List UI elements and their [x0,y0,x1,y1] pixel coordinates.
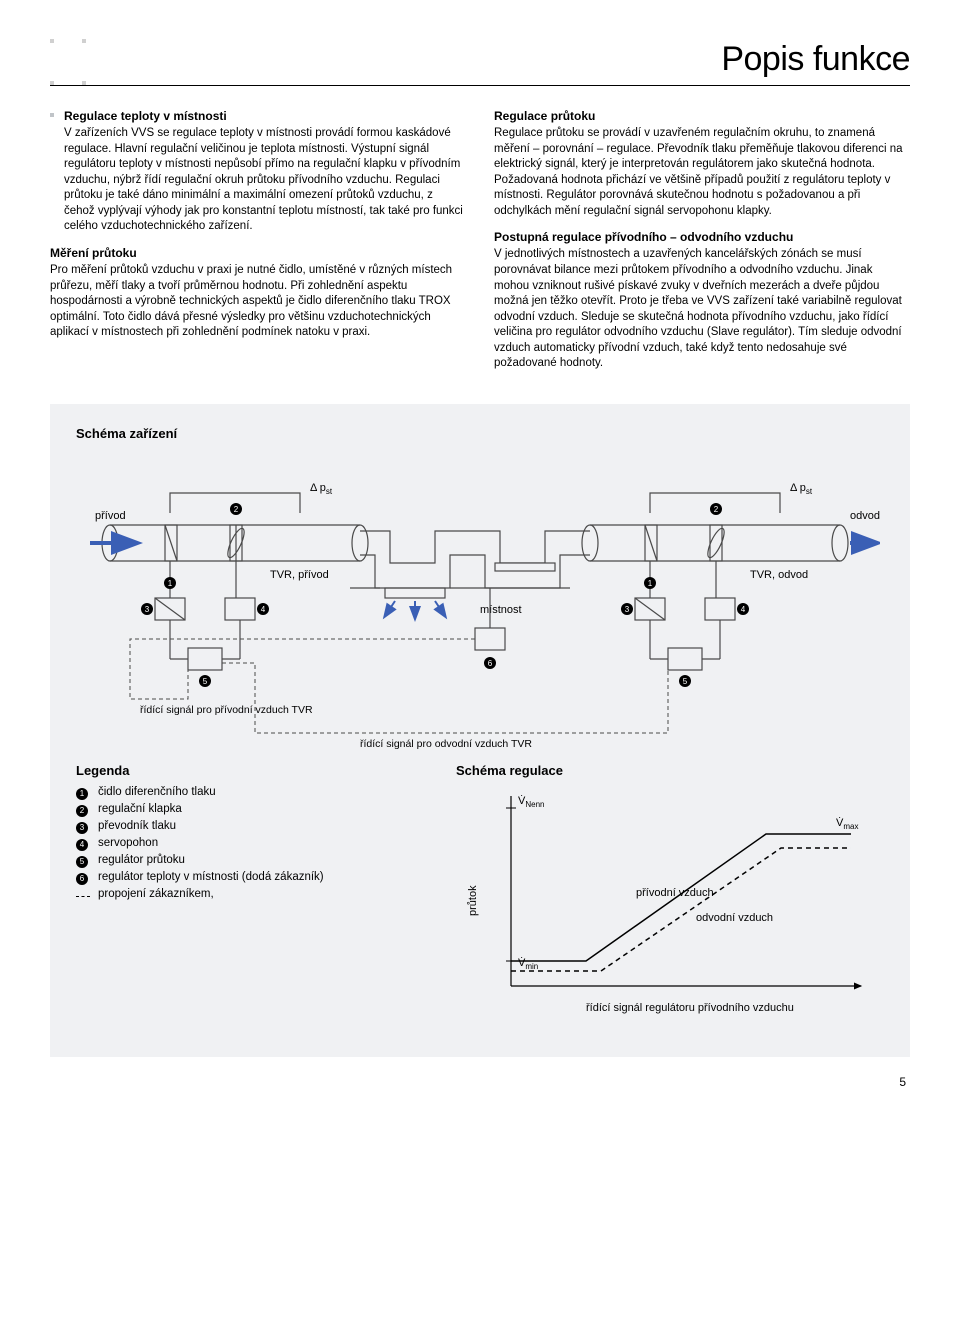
svg-text:V̇max: V̇max [836,816,858,831]
svg-text:1: 1 [168,579,173,588]
left-column: Regulace teploty v místnosti V zařízeníc… [50,108,466,382]
section-body: Pro měření průtoků vzduchu v praxi je nu… [50,263,466,341]
svg-text:V̇min: V̇min [518,956,538,971]
right-column: Regulace průtoku Regulace průtoku se pro… [494,108,910,382]
svg-text:přívod: přívod [95,510,126,522]
svg-text:řídící signál pro přívodní vzd: řídící signál pro přívodní vzduch TVR [140,704,313,716]
svg-text:5: 5 [683,677,688,686]
svg-text:TVR, odvod: TVR, odvod [750,569,808,581]
svg-text:4: 4 [741,605,746,614]
svg-text:1: 1 [648,579,653,588]
legend-item: 4servopohon [76,837,416,851]
svg-text:V̇Nenn: V̇Nenn [518,794,544,809]
section-heading: Měření průtoku [50,245,466,261]
svg-text:průtok: průtok [467,885,479,916]
section-heading: Postupná regulace přívodního – odvodního… [494,229,910,245]
legend-title: Legenda [76,763,416,778]
svg-text:2: 2 [234,505,239,514]
svg-text:odvod: odvod [850,510,880,522]
section-body: V jednotlivých místnostech a uzavřených … [494,247,910,371]
section-heading: Regulace průtoku [494,108,910,124]
device-diagram: Δ pst 2 přívod TVR, přívod 1 [76,453,884,753]
legend-item: 6regulátor teploty v místnosti (dodá zák… [76,871,416,885]
legend-item: 5regulátor průtoku [76,854,416,868]
svg-text:2: 2 [714,505,719,514]
svg-text:5: 5 [203,677,208,686]
legend-item: 2regulační klapka [76,803,416,817]
content-columns: Regulace teploty v místnosti V zařízeníc… [50,108,910,382]
section-body: Regulace průtoku se provádí v uzavřeném … [494,126,910,219]
svg-text:řídící signál pro odvodní vzdu: řídící signál pro odvodní vzduch TVR [360,738,532,750]
svg-text:3: 3 [625,605,630,614]
legend-item: 3převodník tlaku [76,820,416,834]
regulation-chart: Schéma regulace průtok V̇Nenn [456,763,884,1039]
svg-text:TVR, přívod: TVR, přívod [270,569,329,581]
svg-text:6: 6 [488,659,493,668]
legend-item: propojení zákazníkem, [76,888,416,900]
legend-list: 1čidlo diferenčního tlaku 2regulační kla… [76,786,416,900]
legend: Legenda 1čidlo diferenčního tlaku 2regul… [76,763,416,1039]
svg-text:řídící signál regulátoru přívo: řídící signál regulátoru přívodního vzdu… [586,1002,794,1014]
svg-text:3: 3 [145,605,150,614]
schema-title: Schéma zařízení [76,426,884,441]
svg-text:Δ pst: Δ pst [790,482,813,496]
section-body: V zařízeních VVS se regulace teploty v m… [64,126,466,235]
schema-panel: Schéma zařízení [50,404,910,1057]
svg-text:odvodní vzduch: odvodní vzduch [696,912,773,924]
svg-text:přívodní vzduch: přívodní vzduch [636,887,714,899]
page-number: 5 [50,1075,910,1089]
svg-text:Δ pst: Δ pst [310,482,333,496]
svg-text:4: 4 [261,605,266,614]
page-title: Popis funkce [50,40,910,86]
regulation-chart-title: Schéma regulace [456,763,884,778]
section-heading: Regulace teploty v místnosti [64,108,466,124]
legend-item: 1čidlo diferenčního tlaku [76,786,416,800]
svg-text:místnost: místnost [480,604,522,616]
